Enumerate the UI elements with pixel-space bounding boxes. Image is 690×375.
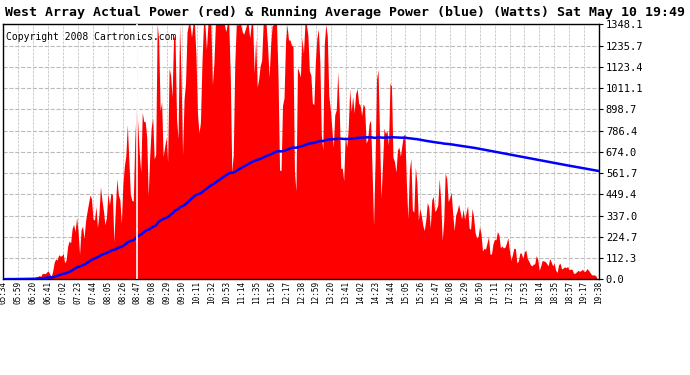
Text: Copyright 2008 Cartronics.com: Copyright 2008 Cartronics.com [6, 32, 177, 42]
Text: West Array Actual Power (red) & Running Average Power (blue) (Watts) Sat May 10 : West Array Actual Power (red) & Running … [5, 6, 685, 19]
